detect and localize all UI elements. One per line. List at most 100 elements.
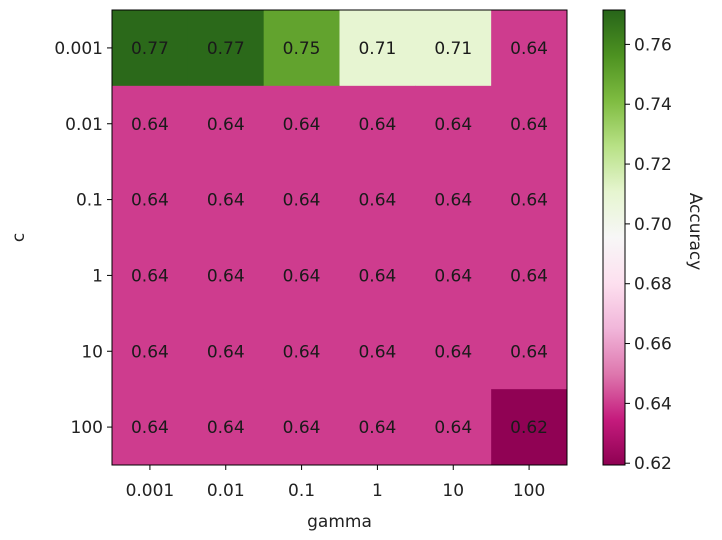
cell-value-label: 0.62 (510, 418, 548, 438)
y-tick-label: 0.1 (76, 191, 103, 211)
y-tick-label: 0.001 (54, 39, 103, 59)
heatmap-cell (415, 313, 492, 390)
colorbar-ticks: 0.62 0.64 0.66 0.68 0.70 0.72 0.74 0.76 (625, 35, 672, 474)
heatmap-cell (415, 237, 492, 314)
y-tick-label: 100 (71, 418, 103, 438)
y-tick-label: 0.01 (65, 115, 103, 135)
cell-value-label: 0.64 (358, 191, 396, 211)
cell-value-label: 0.64 (283, 191, 321, 211)
x-tick-label: 1 (372, 481, 383, 501)
heatmap-cell (263, 85, 340, 163)
heatmap-cell (491, 237, 568, 314)
cell-value-label: 0.64 (434, 342, 472, 362)
cell-value-label: 0.64 (510, 266, 548, 286)
x-tick-label: 0.01 (207, 481, 245, 501)
cell-value-label: 0.64 (434, 115, 472, 135)
cell-value-label: 0.64 (207, 191, 245, 211)
y-axis: 0.001 0.01 0.1 1 10 100 (54, 39, 112, 438)
heatmap-cell (187, 10, 265, 87)
heatmap-cell (339, 237, 416, 314)
heatmap-cell (339, 389, 416, 466)
heatmap-cell (339, 85, 416, 163)
heatmap-cell (112, 85, 189, 163)
cell-value-label: 0.77 (207, 39, 245, 59)
colorbar-tick-label: 0.70 (634, 215, 672, 235)
colorbar-tick-label: 0.76 (634, 35, 672, 55)
heatmap-cell (415, 389, 492, 466)
cell-value-label: 0.77 (131, 39, 169, 59)
y-axis-label: c (9, 233, 29, 242)
cell-value-label: 0.64 (358, 115, 396, 135)
cell-value-label: 0.64 (358, 418, 396, 438)
colorbar-tick-label: 0.68 (634, 275, 672, 295)
cell-value-label: 0.64 (510, 191, 548, 211)
cell-value-label: 0.64 (434, 191, 472, 211)
x-axis-label: gamma (307, 512, 372, 532)
cell-value-label: 0.64 (207, 342, 245, 362)
cell-value-label: 0.64 (358, 266, 396, 286)
cell-value-label: 0.64 (434, 266, 472, 286)
cell-value-label: 0.64 (510, 39, 548, 59)
heatmap-cell (187, 237, 265, 314)
cell-value-label: 0.64 (283, 418, 321, 438)
colorbar-tick-label: 0.64 (634, 394, 672, 414)
cell-value-label: 0.64 (358, 342, 396, 362)
heatmap-cell (415, 85, 492, 163)
heatmap-cell-labels: 0.77 0.77 0.75 0.71 0.71 0.64 0.64 0.64 0.64 0.64… (131, 39, 548, 438)
heatmap-cell (263, 161, 340, 238)
colorbar-tick-label: 0.62 (634, 454, 672, 474)
x-tick-label: 100 (513, 481, 545, 501)
cell-value-label: 0.64 (131, 418, 169, 438)
heatmap-cell (187, 313, 265, 390)
cell-value-label: 0.64 (131, 266, 169, 286)
heatmap-cell (263, 237, 340, 314)
heatmap-cell (415, 161, 492, 238)
heatmap-cell (112, 161, 189, 238)
plot-frame (111, 9, 568, 466)
cell-value-label: 0.71 (434, 39, 472, 59)
heatmap-cell (491, 161, 568, 238)
heatmap-cell (263, 313, 340, 390)
cell-value-label: 0.75 (283, 39, 321, 59)
cell-value-label: 0.64 (207, 418, 245, 438)
y-tick-label: 1 (92, 266, 103, 286)
heatmap-cell (491, 10, 568, 87)
x-tick-label: 0.1 (288, 481, 315, 501)
cell-value-label: 0.64 (131, 342, 169, 362)
heatmap-cell (415, 10, 492, 87)
colorbar-tick-label: 0.72 (634, 155, 672, 175)
heatmap-cell (187, 389, 265, 466)
cell-value-label: 0.64 (283, 342, 321, 362)
heatmap-cell (187, 85, 265, 163)
heatmap-cell (187, 161, 265, 238)
cell-value-label: 0.64 (207, 266, 245, 286)
y-tick-label: 10 (81, 342, 103, 362)
x-tick-label: 10 (442, 481, 464, 501)
heatmap-cell (112, 389, 189, 466)
cell-value-label: 0.64 (131, 191, 169, 211)
colorbar-tick-label: 0.74 (634, 95, 672, 115)
heatmap-cell (263, 389, 340, 466)
heatmap-cell (339, 161, 416, 238)
heatmap-cell (112, 10, 189, 87)
heatmap-cells (112, 10, 568, 466)
x-tick-label: 0.001 (126, 481, 175, 501)
heatmap-cell (339, 313, 416, 390)
cell-value-label: 0.64 (434, 418, 472, 438)
heatmap-cell (339, 10, 416, 87)
cell-value-label: 0.64 (510, 115, 548, 135)
colorbar-label: Accuracy (685, 193, 705, 271)
heatmap-cell (112, 237, 189, 314)
heatmap-cell (491, 85, 568, 163)
cell-value-label: 0.64 (131, 115, 169, 135)
cell-value-label: 0.64 (283, 115, 321, 135)
cell-value-label: 0.64 (207, 115, 245, 135)
colorbar (602, 9, 626, 466)
cell-value-label: 0.71 (358, 39, 396, 59)
heatmap-cell (263, 10, 340, 87)
heatmap-cell (491, 313, 568, 390)
colorbar-tick-label: 0.66 (634, 335, 672, 355)
cell-value-label: 0.64 (283, 266, 321, 286)
cell-value-label: 0.64 (510, 342, 548, 362)
